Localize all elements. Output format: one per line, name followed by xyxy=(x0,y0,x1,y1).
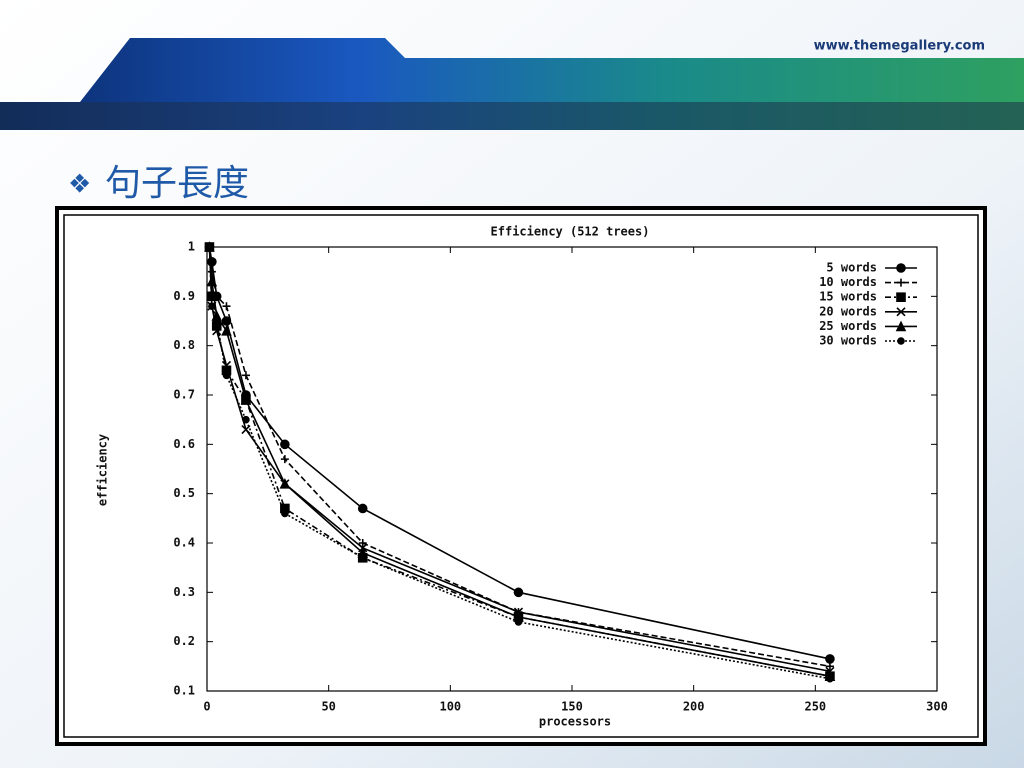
marker xyxy=(212,326,222,336)
marker xyxy=(281,509,289,518)
y-tick-label: 0.2 xyxy=(173,634,195,648)
marker xyxy=(221,316,232,326)
chart-title: Efficiency (512 trees) xyxy=(491,225,650,239)
legend-marker xyxy=(897,337,905,345)
legend-label: 5 words xyxy=(826,261,877,275)
x-tick-label: 200 xyxy=(683,700,705,714)
marker xyxy=(825,654,835,664)
marker xyxy=(212,317,221,325)
x-tick-label: 150 xyxy=(561,700,583,714)
legend-marker xyxy=(895,320,907,332)
y-tick-label: 0.7 xyxy=(173,388,195,402)
marker xyxy=(280,439,290,450)
marker xyxy=(358,539,367,547)
y-tick-label: 0.1 xyxy=(173,684,195,698)
legend-label: 15 words xyxy=(819,290,877,304)
chart-inner-frame xyxy=(63,214,979,738)
banner-shade xyxy=(0,102,1024,130)
y-tick-label: 0.5 xyxy=(173,486,195,500)
marker xyxy=(358,553,367,562)
marker xyxy=(222,302,231,311)
series-line xyxy=(208,246,831,680)
url: www.themegallery.com xyxy=(814,39,985,54)
marker xyxy=(514,618,523,626)
marker xyxy=(206,275,218,287)
marker xyxy=(279,478,291,489)
legend-marker xyxy=(896,292,906,303)
y-tick-label: 0.3 xyxy=(173,585,195,599)
x-tick-label: 50 xyxy=(321,700,335,714)
marker xyxy=(207,256,217,267)
x-tick-label: 0 xyxy=(203,700,210,714)
marker xyxy=(222,371,231,380)
x-tick-label: 100 xyxy=(439,700,461,714)
y-tick-label: 0.9 xyxy=(173,289,195,303)
y-tick-label: 0.4 xyxy=(173,536,195,550)
marker xyxy=(241,371,250,380)
marker xyxy=(357,503,368,514)
marker xyxy=(208,302,216,311)
heading: 句子長度 xyxy=(105,163,249,204)
x-tick-label: 250 xyxy=(804,700,826,714)
bullet: ❖ xyxy=(68,170,91,200)
legend-label: 25 words xyxy=(819,319,877,333)
y-axis-label: efficiency xyxy=(96,434,110,506)
marker xyxy=(280,455,289,464)
legend-label: 30 words xyxy=(819,334,877,348)
marker xyxy=(826,674,834,683)
marker xyxy=(825,662,834,671)
marker xyxy=(241,424,251,435)
x-axis-label: processors xyxy=(539,715,611,729)
x-tick-label: 300 xyxy=(926,700,948,714)
legend-marker xyxy=(897,278,905,287)
legend-label: 10 words xyxy=(819,275,877,289)
marker xyxy=(242,415,250,424)
marker xyxy=(240,394,252,405)
y-tick-label: 1 xyxy=(188,240,195,254)
legend-marker xyxy=(896,307,906,317)
marker xyxy=(513,587,524,598)
legend-marker xyxy=(896,263,906,273)
y-tick-label: 0.6 xyxy=(173,437,195,451)
legend-label: 20 words xyxy=(819,304,877,318)
marker xyxy=(205,243,214,251)
marker xyxy=(221,325,232,336)
y-tick-label: 0.8 xyxy=(173,338,195,352)
